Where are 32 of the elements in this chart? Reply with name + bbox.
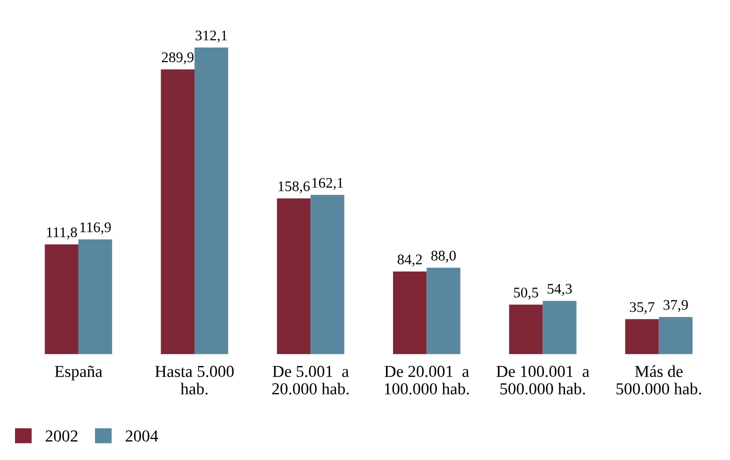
data-label: 162,1 (312, 178, 343, 190)
bar (310, 194, 344, 354)
data-label: 50,5 (514, 288, 538, 300)
data-label: 54,3 (548, 284, 572, 296)
bar (625, 319, 659, 354)
x-tick-label: Hasta 5.000 hab. (155, 366, 234, 395)
data-label: 84,2 (398, 254, 422, 266)
x-tick-label: Más de 500.000 hab. (616, 365, 702, 395)
data-label: 88,0 (431, 250, 456, 263)
x-tick-label: De 100.001 a 500.000 hab. (496, 366, 590, 395)
bar (160, 69, 195, 354)
x-tick-label: De 5.001 a 20.000 hab. (272, 366, 349, 395)
legend-label: 2004 (126, 430, 158, 442)
bar (276, 198, 311, 354)
bar (542, 300, 576, 354)
data-label: 37,9 (664, 300, 688, 312)
data-label: 312,1 (196, 30, 227, 43)
bar (509, 304, 543, 354)
bar (658, 316, 693, 354)
data-label: 158,6 (278, 181, 310, 194)
data-label: 289,9 (162, 52, 194, 64)
bar (78, 239, 112, 354)
data-label: 116,9 (80, 222, 111, 234)
bar (426, 268, 460, 354)
legend-label: 2002 (46, 430, 78, 442)
x-tick-label: España (54, 366, 102, 380)
bar (393, 271, 427, 354)
data-label: 111,8 (47, 227, 77, 240)
x-tick-label: De 20.001 a 100.000 hab. (384, 366, 470, 395)
bar (44, 244, 78, 354)
data-label: 35,7 (630, 302, 654, 314)
bar (194, 48, 228, 354)
